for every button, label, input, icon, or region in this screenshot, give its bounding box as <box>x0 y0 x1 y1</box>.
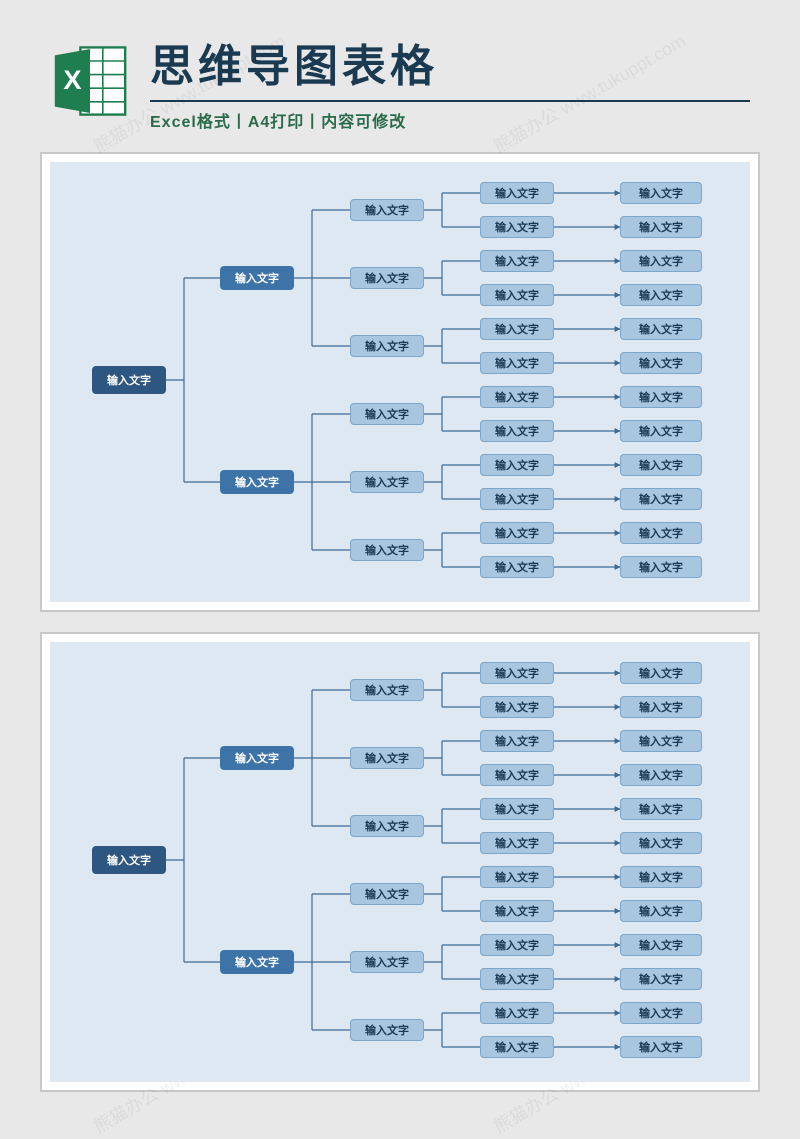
node-l2-4: 输入文字 <box>350 951 424 973</box>
node-l3-9: 输入文字 <box>480 968 554 990</box>
node-l1-0: 输入文字 <box>220 266 294 290</box>
node-l4-11: 输入文字 <box>620 556 702 578</box>
title-block: 思维导图表格 Excel格式丨A4打印丨内容可修改 <box>150 30 750 132</box>
node-l3-8: 输入文字 <box>480 934 554 956</box>
node-l3-1: 输入文字 <box>480 696 554 718</box>
node-l3-8: 输入文字 <box>480 454 554 476</box>
node-l4-9: 输入文字 <box>620 968 702 990</box>
node-l3-1: 输入文字 <box>480 216 554 238</box>
node-l3-3: 输入文字 <box>480 284 554 306</box>
node-l1-0: 输入文字 <box>220 746 294 770</box>
node-l3-11: 输入文字 <box>480 1036 554 1058</box>
node-l3-10: 输入文字 <box>480 1002 554 1024</box>
header: X 思维导图表格 Excel格式丨A4打印丨内容可修改 <box>0 0 800 152</box>
node-l4-4: 输入文字 <box>620 798 702 820</box>
node-l4-0: 输入文字 <box>620 662 702 684</box>
node-l3-5: 输入文字 <box>480 352 554 374</box>
node-l1-1: 输入文字 <box>220 950 294 974</box>
node-l2-1: 输入文字 <box>350 747 424 769</box>
node-l3-3: 输入文字 <box>480 764 554 786</box>
node-l4-3: 输入文字 <box>620 764 702 786</box>
sheet-1: 输入文字输入文字输入文字输入文字输入文字输入文字输入文字输入文字输入文字输入文字… <box>40 152 760 612</box>
node-l3-4: 输入文字 <box>480 318 554 340</box>
sheets-container: 输入文字输入文字输入文字输入文字输入文字输入文字输入文字输入文字输入文字输入文字… <box>0 152 800 1092</box>
node-l2-5: 输入文字 <box>350 539 424 561</box>
node-l4-5: 输入文字 <box>620 832 702 854</box>
node-l4-7: 输入文字 <box>620 900 702 922</box>
node-l2-0: 输入文字 <box>350 199 424 221</box>
node-l2-2: 输入文字 <box>350 335 424 357</box>
sheet-2: 输入文字输入文字输入文字输入文字输入文字输入文字输入文字输入文字输入文字输入文字… <box>40 632 760 1092</box>
mindmap-2: 输入文字输入文字输入文字输入文字输入文字输入文字输入文字输入文字输入文字输入文字… <box>50 642 750 1082</box>
node-l3-4: 输入文字 <box>480 798 554 820</box>
node-l3-9: 输入文字 <box>480 488 554 510</box>
node-l4-8: 输入文字 <box>620 454 702 476</box>
node-l4-7: 输入文字 <box>620 420 702 442</box>
node-l3-10: 输入文字 <box>480 522 554 544</box>
node-l4-8: 输入文字 <box>620 934 702 956</box>
node-l4-10: 输入文字 <box>620 522 702 544</box>
node-l2-4: 输入文字 <box>350 471 424 493</box>
page-subtitle: Excel格式丨A4打印丨内容可修改 <box>150 108 750 132</box>
node-root: 输入文字 <box>92 846 166 874</box>
node-l2-3: 输入文字 <box>350 403 424 425</box>
node-l3-11: 输入文字 <box>480 556 554 578</box>
node-l2-2: 输入文字 <box>350 815 424 837</box>
node-l3-7: 输入文字 <box>480 900 554 922</box>
node-l3-2: 输入文字 <box>480 730 554 752</box>
node-l4-1: 输入文字 <box>620 216 702 238</box>
node-l4-10: 输入文字 <box>620 1002 702 1024</box>
node-l3-5: 输入文字 <box>480 832 554 854</box>
node-l2-1: 输入文字 <box>350 267 424 289</box>
node-l3-2: 输入文字 <box>480 250 554 272</box>
node-l3-6: 输入文字 <box>480 866 554 888</box>
node-l4-3: 输入文字 <box>620 284 702 306</box>
node-l3-7: 输入文字 <box>480 420 554 442</box>
node-l2-3: 输入文字 <box>350 883 424 905</box>
page-title: 思维导图表格 <box>150 30 750 102</box>
node-l4-5: 输入文字 <box>620 352 702 374</box>
mindmap-1: 输入文字输入文字输入文字输入文字输入文字输入文字输入文字输入文字输入文字输入文字… <box>50 162 750 602</box>
node-l3-0: 输入文字 <box>480 662 554 684</box>
node-l4-2: 输入文字 <box>620 250 702 272</box>
node-root: 输入文字 <box>92 366 166 394</box>
node-l2-0: 输入文字 <box>350 679 424 701</box>
node-l3-6: 输入文字 <box>480 386 554 408</box>
svg-text:X: X <box>63 64 81 95</box>
node-l2-5: 输入文字 <box>350 1019 424 1041</box>
node-l4-2: 输入文字 <box>620 730 702 752</box>
node-l4-11: 输入文字 <box>620 1036 702 1058</box>
node-l4-9: 输入文字 <box>620 488 702 510</box>
excel-icon: X <box>50 41 130 121</box>
node-l4-4: 输入文字 <box>620 318 702 340</box>
node-l1-1: 输入文字 <box>220 470 294 494</box>
node-l4-0: 输入文字 <box>620 182 702 204</box>
node-l4-6: 输入文字 <box>620 866 702 888</box>
node-l3-0: 输入文字 <box>480 182 554 204</box>
node-l4-1: 输入文字 <box>620 696 702 718</box>
node-l4-6: 输入文字 <box>620 386 702 408</box>
